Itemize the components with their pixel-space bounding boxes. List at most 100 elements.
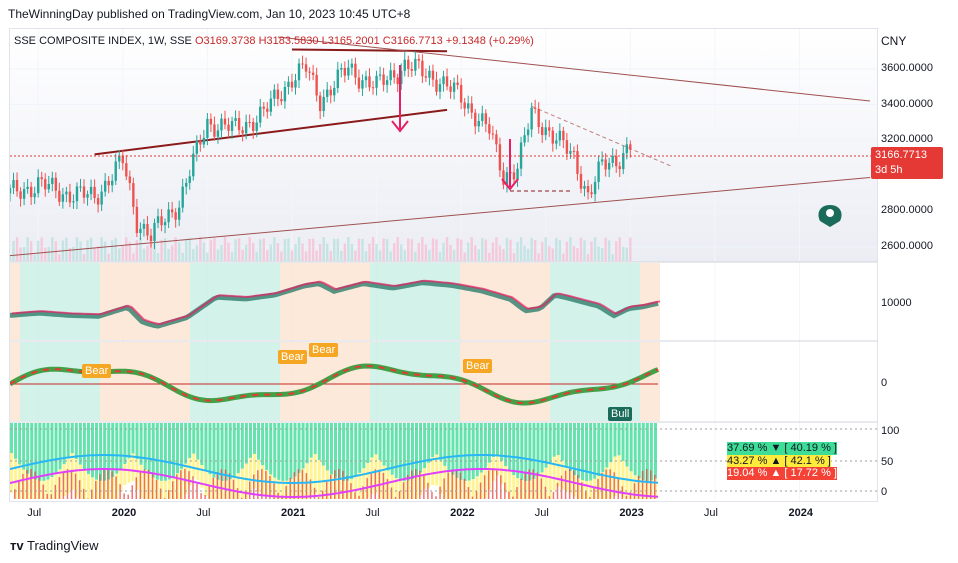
dist-bar-yellow xyxy=(248,457,252,495)
dist-bar-red xyxy=(265,471,267,499)
dist-bar-green xyxy=(467,423,471,481)
momentum-band xyxy=(410,342,420,421)
volume-bar xyxy=(477,249,480,261)
dist-bar-yellow xyxy=(91,477,94,499)
volume-bar xyxy=(463,252,466,261)
signal-bear-2[interactable]: Bear xyxy=(278,350,308,364)
volume-bar xyxy=(12,240,15,261)
candle-body xyxy=(301,63,304,65)
osc-band xyxy=(150,263,160,340)
dist-bar-red xyxy=(423,475,425,499)
candle-body xyxy=(375,75,378,88)
dist-bar-green xyxy=(10,423,13,453)
tradingview-footer[interactable]: ᴛᴠ TradingView xyxy=(10,538,99,553)
momentum-band xyxy=(350,342,360,421)
dist-bar-green xyxy=(220,423,224,481)
momentum-band xyxy=(120,342,130,421)
dist-bar-red xyxy=(366,478,368,499)
publisher-header: TheWinningDay published on TradingView.c… xyxy=(8,7,411,21)
x-tick-label: Jul xyxy=(534,507,549,519)
dist-bar-red xyxy=(641,470,644,499)
signal-bull-1[interactable]: Bull xyxy=(608,407,633,421)
dist-bar-red xyxy=(273,483,275,499)
momentum-band xyxy=(550,342,560,421)
dist-bar-green xyxy=(62,423,66,465)
dist-bar-green xyxy=(471,423,475,480)
dist-bar-red xyxy=(491,469,494,499)
volume-bar xyxy=(96,246,100,261)
currency-label[interactable]: CNY xyxy=(881,34,907,48)
dist-bar-green xyxy=(115,423,119,474)
dist-bar-green xyxy=(204,423,208,471)
rsi-50-label: 50 xyxy=(881,456,894,468)
volume-bar xyxy=(629,237,632,261)
volume-bar xyxy=(33,254,36,261)
dist-bar-green xyxy=(601,423,605,473)
momentum-band xyxy=(30,342,40,421)
volume-bar xyxy=(428,249,431,261)
dist-bar-green xyxy=(329,423,333,475)
candle-body xyxy=(548,127,551,131)
dist-bar-yellow xyxy=(123,463,127,485)
volume-bar xyxy=(625,247,629,261)
momentum-line xyxy=(9,364,659,404)
volume-bar xyxy=(449,244,452,261)
signal-bear-3[interactable]: Bear xyxy=(309,343,339,357)
dist-bar-green xyxy=(305,423,309,464)
dist-bar-red xyxy=(439,486,441,499)
candle-body xyxy=(86,194,89,198)
y-tick-label: 3400.0000 xyxy=(881,97,933,110)
signal-bear-4[interactable]: Bear xyxy=(463,359,493,373)
dist-bar-red xyxy=(313,487,316,499)
dist-bar-red xyxy=(297,469,300,499)
dist-bar-red xyxy=(637,475,640,499)
volume-bar xyxy=(209,239,213,261)
dist-bar-green xyxy=(212,423,216,478)
volume-bar xyxy=(491,242,495,261)
dist-bar-green xyxy=(455,423,459,479)
volume-bar xyxy=(318,243,322,261)
dist-bar-red xyxy=(66,469,69,499)
dist-bar-green xyxy=(552,423,556,457)
dist-bar-yellow xyxy=(281,480,285,499)
volume-bar xyxy=(364,251,368,261)
candle-body xyxy=(160,216,163,226)
osc-band xyxy=(110,263,120,340)
momentum-band xyxy=(180,342,190,421)
chart-area[interactable] xyxy=(8,28,878,502)
candle-body xyxy=(392,70,396,78)
dist-bar-red xyxy=(625,495,628,499)
map-pin-icon[interactable] xyxy=(818,205,842,227)
candle-body xyxy=(371,87,375,89)
chart-svg[interactable] xyxy=(8,29,877,501)
volume-bar xyxy=(139,237,142,261)
signal-bear-1[interactable]: Bear xyxy=(82,364,112,378)
candle-body xyxy=(163,222,167,226)
dist-bar-green xyxy=(532,423,536,479)
dist-bar-green xyxy=(257,423,261,460)
dist-bar-red xyxy=(544,486,547,499)
volume-bar xyxy=(421,237,424,261)
close-value: C3166.7713 xyxy=(382,35,443,47)
dist-bar-green xyxy=(151,423,155,478)
stat-2-arrow: ▲ xyxy=(770,455,782,467)
osc-band xyxy=(500,263,510,340)
volume-bar xyxy=(615,241,618,261)
change-value: +9.1348 (+0.29%) xyxy=(445,35,534,47)
volume-bar xyxy=(396,237,399,261)
candle-body xyxy=(343,68,347,76)
candle-body xyxy=(132,183,135,207)
dist-bar-green xyxy=(135,423,139,460)
osc-band xyxy=(430,263,440,340)
dist-bar-yellow xyxy=(253,453,256,489)
volume-bar xyxy=(537,253,540,261)
volume-bar xyxy=(340,251,343,261)
dist-bar-green xyxy=(58,423,62,470)
dist-bar-yellow xyxy=(82,469,86,499)
volume-bar xyxy=(488,252,491,261)
volume-bar xyxy=(389,251,392,261)
volume-bar xyxy=(202,242,206,261)
dist-bar-green xyxy=(649,423,653,481)
volume-bar xyxy=(68,247,72,261)
dist-bar-red xyxy=(390,487,393,499)
